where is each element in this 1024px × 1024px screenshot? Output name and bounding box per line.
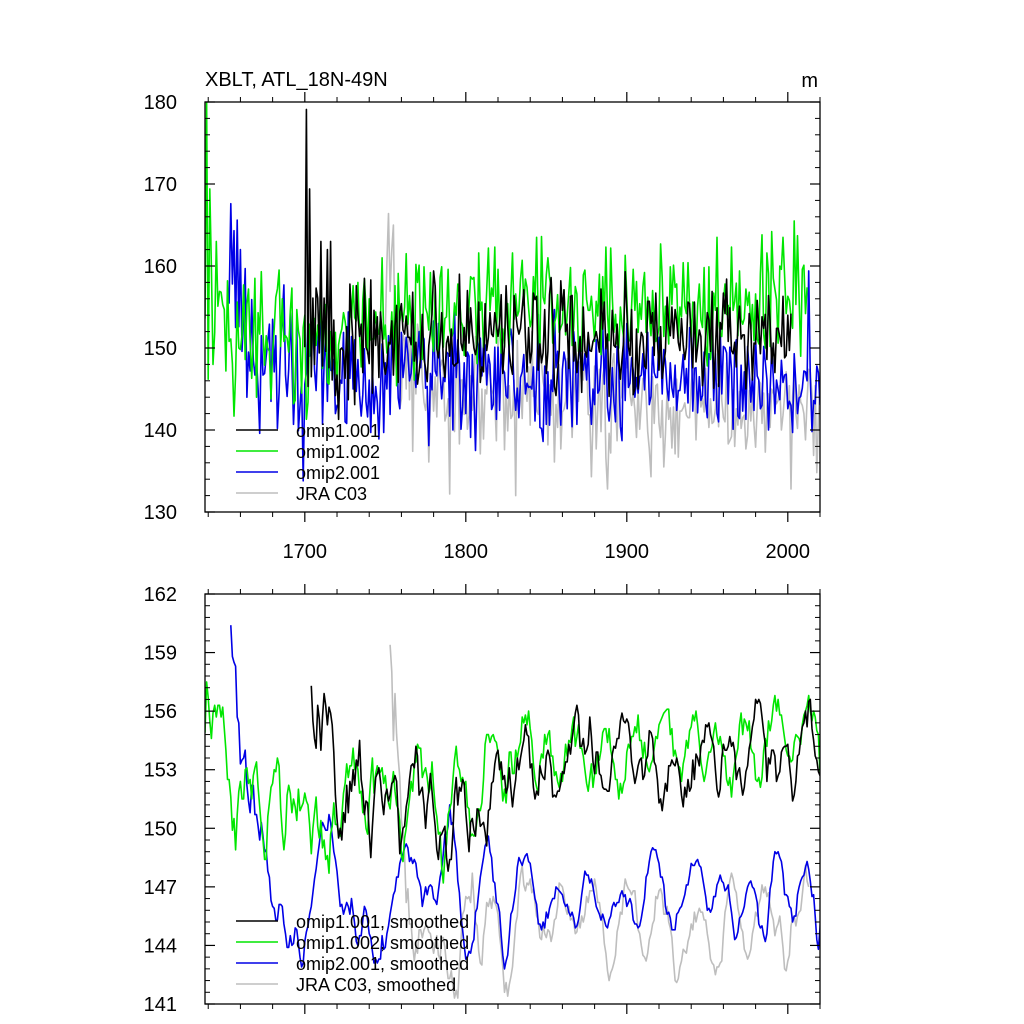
y-tick-label: 170 xyxy=(144,174,177,196)
y-tick-label: 130 xyxy=(144,502,177,524)
tick-layer: 130 140 150 160 170 180 1700 1800 1900 2000 xyxy=(144,92,821,563)
tick-layer: 141 144 147 150 153 156 159 162 xyxy=(144,584,821,1016)
y-tick-label: 156 xyxy=(144,701,177,723)
y-tick-label: 159 xyxy=(144,643,177,665)
plot-frame xyxy=(204,593,821,1005)
legend-label: omip1.001 xyxy=(296,421,380,441)
series-line-omip1-002 xyxy=(205,102,808,421)
y-tick-label: 160 xyxy=(144,256,177,278)
y-tick-label: 153 xyxy=(144,760,177,782)
series-line-jra-c03-smoothed xyxy=(389,644,810,999)
y-tick-label: 150 xyxy=(144,338,177,360)
series-line-jra-c03 xyxy=(384,212,820,497)
series-line-omip1-002-smoothed xyxy=(205,681,820,884)
y-tick-label: 141 xyxy=(144,994,177,1016)
legend-label: omip2.001, smoothed xyxy=(296,954,469,974)
chart-title: XBLT, ATL_18N-49N xyxy=(205,69,388,91)
legend-label: omip1.002, smoothed xyxy=(296,933,469,953)
legend-label: omip1.002 xyxy=(296,442,380,462)
legend-label: JRA C03 xyxy=(296,484,367,504)
x-tick-label: 1800 xyxy=(444,541,489,563)
series-layer xyxy=(205,625,820,999)
panel-bottom-smoothed: 141 144 147 150 153 156 159 162 omip1.001, smoo… xyxy=(144,584,821,1016)
legend-label: omip1.001, smoothed xyxy=(296,912,469,932)
y-tick-label: 147 xyxy=(144,877,177,899)
series-layer xyxy=(205,102,820,497)
legend-label: omip2.001 xyxy=(296,463,380,483)
plot-frame xyxy=(204,101,821,513)
series-line-omip2-001-smoothed xyxy=(230,625,820,970)
x-tick-label: 1700 xyxy=(283,541,328,563)
units-label: m xyxy=(801,70,818,92)
y-tick-label: 144 xyxy=(144,935,177,957)
series-line-omip1-001-smoothed xyxy=(310,685,820,873)
x-tick-label: 1900 xyxy=(605,541,650,563)
y-tick-label: 140 xyxy=(144,420,177,442)
series-line-omip1-001 xyxy=(304,108,792,421)
panel-top-raw: XBLT, ATL_18N-49N m 130 140 150 160 170 180 17… xyxy=(144,69,821,563)
y-tick-label: 162 xyxy=(144,584,177,606)
x-tick-label: 2000 xyxy=(766,541,811,563)
y-tick-label: 150 xyxy=(144,818,177,840)
legend-label: JRA C03, smoothed xyxy=(296,975,456,995)
y-tick-label: 180 xyxy=(144,92,177,114)
